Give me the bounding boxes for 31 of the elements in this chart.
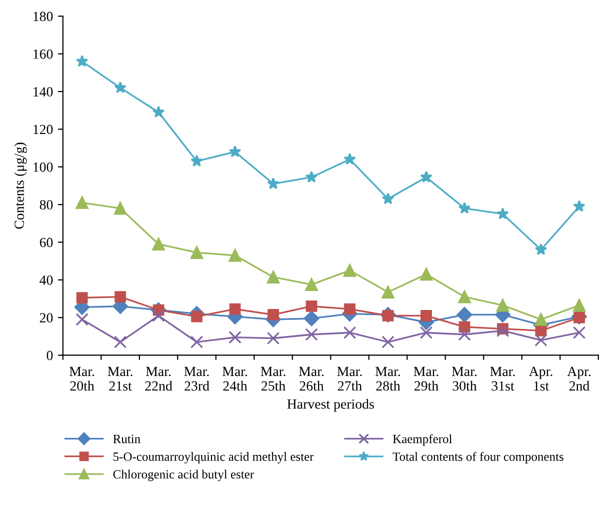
x-tick-label: Mar. 25th: [260, 366, 286, 391]
legend-label: Total contents of four components: [392, 452, 564, 464]
x-tick-label: Mar. 24th: [222, 366, 248, 391]
legend-label: Kaempferol: [392, 434, 452, 446]
y-tick-label: 40: [40, 275, 53, 285]
legend-label: Rutin: [113, 434, 140, 444]
x-tick-label: Mar. 28th: [375, 366, 400, 391]
legend-label: 5-O-coumarroylquinic acid methyl ester: [114, 452, 314, 464]
x-tick-label: Mar. 30th: [452, 366, 477, 391]
y-tick-label: 100: [34, 162, 53, 172]
x-tick-label: Mar. 21st: [108, 366, 132, 391]
y-tick-label: 160: [34, 49, 53, 59]
x-tick-label: Mar. 29th: [414, 366, 438, 391]
y-tick-label: 180: [34, 12, 53, 22]
y-tick-label: 80: [40, 200, 53, 210]
x-axis-title: Harvest periods: [287, 398, 374, 412]
y-axis-title: Contents (μg/g): [14, 142, 27, 229]
y-tick-label: 20: [40, 313, 53, 322]
y-tick-label: 0: [46, 350, 53, 360]
x-tick-label: Mar. 31st: [490, 366, 515, 391]
x-tick-label: Mar. 26th: [298, 366, 324, 391]
x-tick-label: Mar. 23rd: [184, 366, 210, 391]
x-tick-label: Apr. 2nd: [567, 366, 590, 391]
x-tick-label: Mar. 27th: [337, 366, 362, 391]
y-tick-label: 120: [34, 124, 53, 134]
x-tick-label: Mar. 22nd: [145, 366, 172, 391]
legend-label: Chlorogenic acid butyl ester: [113, 470, 254, 482]
x-tick-label: Mar. 20th: [70, 366, 94, 391]
x-tick-label: Apr. 1st: [528, 366, 552, 391]
y-tick-label: 60: [40, 238, 53, 248]
y-tick-label: 140: [34, 87, 53, 96]
